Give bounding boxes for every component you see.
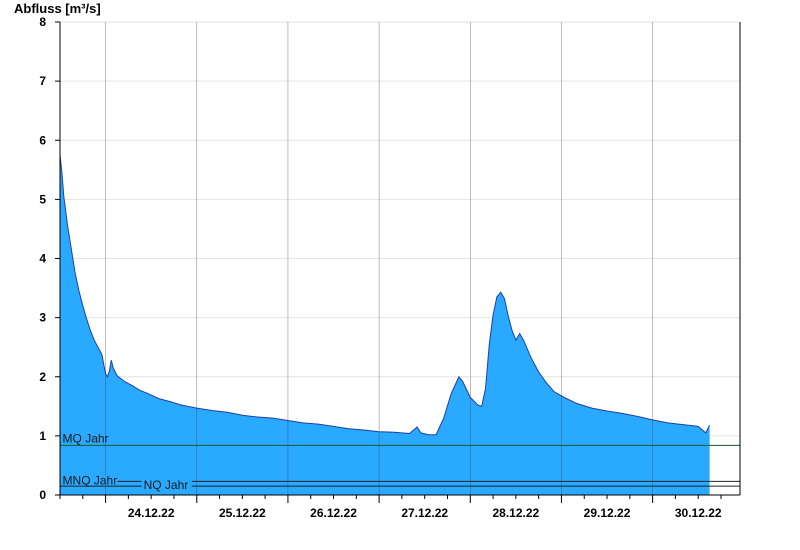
y-tick-label: 1 <box>39 429 46 443</box>
discharge-area <box>60 155 710 495</box>
y-tick-label: 8 <box>39 15 46 29</box>
reference-label: MQ Jahr <box>63 431 109 445</box>
y-axis-title: Abfluss [m³/s] <box>14 1 101 16</box>
y-tick-label: 7 <box>39 74 46 88</box>
x-tick-label: 29.12.22 <box>584 506 631 520</box>
y-tick-label: 5 <box>39 192 46 206</box>
reference-label: MNQ Jahr <box>63 473 118 487</box>
x-tick-label: 26.12.22 <box>310 506 357 520</box>
x-tick-label: 25.12.22 <box>219 506 266 520</box>
reference-label-bg <box>60 475 118 487</box>
reference-label: NQ Jahr <box>144 478 189 492</box>
x-tick-label: 27.12.22 <box>401 506 448 520</box>
x-tick-label: 24.12.22 <box>128 506 175 520</box>
x-tick-label: 28.12.22 <box>493 506 540 520</box>
x-tick-label: 30.12.22 <box>675 506 722 520</box>
y-tick-label: 2 <box>39 370 46 384</box>
y-tick-label: 0 <box>39 488 46 502</box>
reference-label-bg <box>141 480 192 492</box>
discharge-line <box>59 154 711 436</box>
y-tick-label: 4 <box>39 252 46 266</box>
y-tick-label: 3 <box>39 311 46 325</box>
y-tick-label: 6 <box>39 133 46 147</box>
